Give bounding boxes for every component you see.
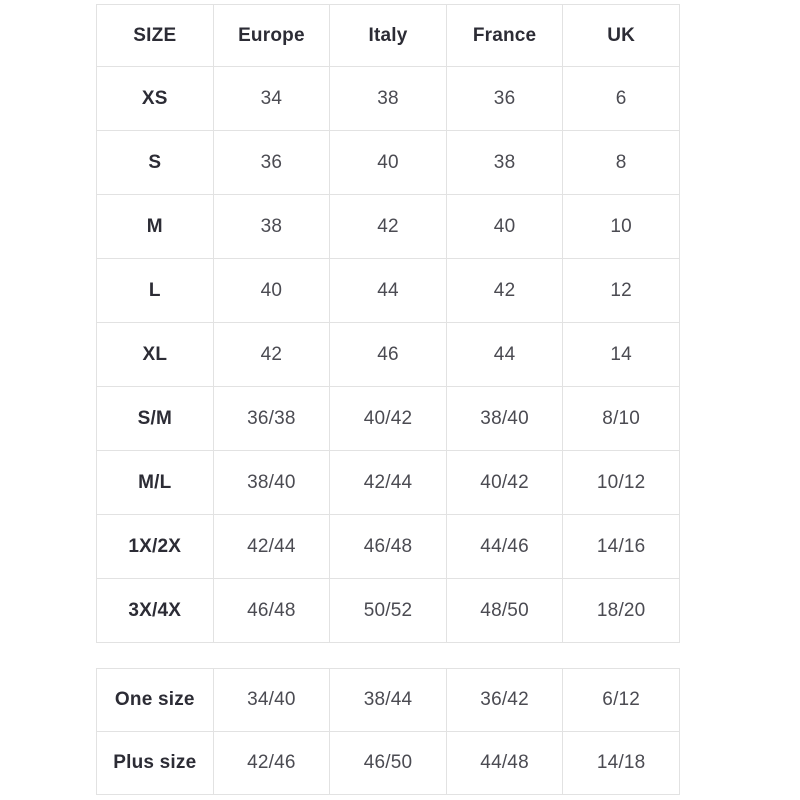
value-cell: 14 (562, 322, 680, 387)
value-cell: 8/10 (562, 386, 680, 451)
size-label-cell: 1X/2X (96, 514, 214, 579)
value-cell: 38 (212, 194, 331, 259)
size-label-cell: M (96, 194, 214, 259)
table-row-3x-4x: 3X/4X 46/48 50/52 48/50 18/20 (96, 578, 680, 643)
value-cell: 14/18 (562, 731, 680, 795)
value-cell: 40 (445, 194, 564, 259)
value-cell: 48/50 (445, 578, 564, 643)
value-cell: 46/48 (329, 514, 447, 579)
value-cell: 42 (212, 322, 331, 387)
header-cell-italy: Italy (329, 4, 447, 67)
special-sizes-table: One size 34/40 38/44 36/42 6/12 Plus siz… (96, 668, 680, 795)
table-row-l: L 40 44 42 12 (96, 258, 680, 323)
header-cell-europe: Europe (212, 4, 331, 67)
size-label-cell: XL (96, 322, 214, 387)
value-cell: 42 (329, 194, 447, 259)
value-cell: 8 (562, 130, 680, 195)
header-cell-size: SIZE (96, 4, 214, 67)
value-cell: 44/48 (445, 731, 564, 795)
value-cell: 50/52 (329, 578, 447, 643)
value-cell: 36/38 (212, 386, 331, 451)
size-label-cell: S/M (96, 386, 214, 451)
value-cell: 34 (212, 66, 331, 131)
value-cell: 38/40 (445, 386, 564, 451)
size-label-cell: One size (96, 668, 214, 732)
table-row-m: M 38 42 40 10 (96, 194, 680, 259)
header-cell-uk: UK (562, 4, 680, 67)
value-cell: 18/20 (562, 578, 680, 643)
value-cell: 40/42 (445, 450, 564, 515)
value-cell: 38 (445, 130, 564, 195)
table-row-1x-2x: 1X/2X 42/44 46/48 44/46 14/16 (96, 514, 680, 579)
value-cell: 46/50 (329, 731, 447, 795)
value-cell: 42 (445, 258, 564, 323)
value-cell: 36/42 (445, 668, 564, 732)
value-cell: 36 (212, 130, 331, 195)
size-label-cell: M/L (96, 450, 214, 515)
value-cell: 40 (212, 258, 331, 323)
value-cell: 44 (445, 322, 564, 387)
value-cell: 38/44 (329, 668, 447, 732)
header-cell-france: France (445, 4, 564, 67)
value-cell: 36 (445, 66, 564, 131)
value-cell: 44 (329, 258, 447, 323)
value-cell: 10/12 (562, 450, 680, 515)
value-cell: 38 (329, 66, 447, 131)
value-cell: 44/46 (445, 514, 564, 579)
value-cell: 12 (562, 258, 680, 323)
table-row-xs: XS 34 38 36 6 (96, 66, 680, 131)
value-cell: 34/40 (212, 668, 331, 732)
size-label-cell: L (96, 258, 214, 323)
size-conversion-table: SIZE Europe Italy France UK XS 34 38 36 … (96, 4, 680, 643)
value-cell: 40 (329, 130, 447, 195)
table-row-one-size: One size 34/40 38/44 36/42 6/12 (96, 668, 680, 732)
table-row-s: S 36 40 38 8 (96, 130, 680, 195)
size-label-cell: S (96, 130, 214, 195)
size-label-cell: XS (96, 66, 214, 131)
table-row-m-l: M/L 38/40 42/44 40/42 10/12 (96, 450, 680, 515)
value-cell: 6 (562, 66, 680, 131)
value-cell: 42/44 (329, 450, 447, 515)
table-row-s-m: S/M 36/38 40/42 38/40 8/10 (96, 386, 680, 451)
value-cell: 38/40 (212, 450, 331, 515)
value-cell: 42/44 (212, 514, 331, 579)
value-cell: 42/46 (212, 731, 331, 795)
size-table-header-row: SIZE Europe Italy France UK (96, 4, 680, 67)
value-cell: 46 (329, 322, 447, 387)
table-row-plus-size: Plus size 42/46 46/50 44/48 14/18 (96, 731, 680, 795)
size-label-cell: Plus size (96, 731, 214, 795)
value-cell: 6/12 (562, 668, 680, 732)
table-row-xl: XL 42 46 44 14 (96, 322, 680, 387)
value-cell: 10 (562, 194, 680, 259)
value-cell: 14/16 (562, 514, 680, 579)
value-cell: 46/48 (212, 578, 331, 643)
size-label-cell: 3X/4X (96, 578, 214, 643)
value-cell: 40/42 (329, 386, 447, 451)
